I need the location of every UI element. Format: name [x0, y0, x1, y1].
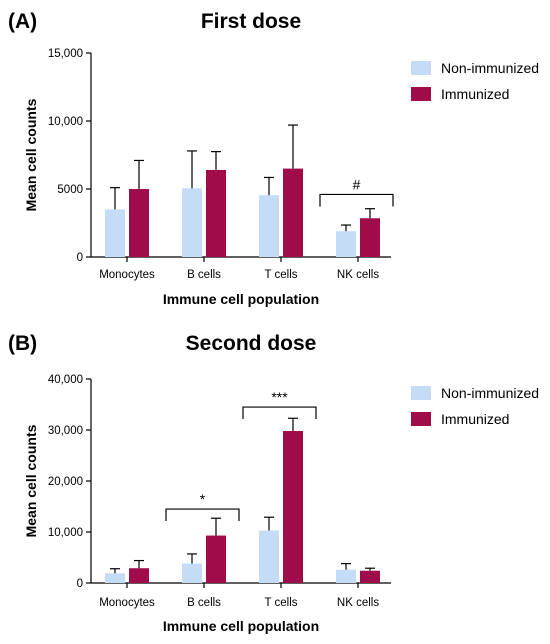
legend: Non-immunized Immunized	[411, 60, 539, 102]
legend-label: Non-immunized	[441, 60, 539, 76]
bar-non-immunized	[182, 188, 202, 257]
significance-label: *	[200, 491, 206, 507]
legend-label: Immunized	[441, 411, 509, 427]
bar-immunized	[206, 535, 226, 583]
y-tick-label: 0	[77, 578, 83, 590]
y-tick-label: 20,000	[48, 476, 83, 488]
y-tick-label: 5000	[57, 184, 83, 196]
y-tick-label: 0	[77, 252, 83, 264]
x-tick-label: NK cells	[337, 269, 379, 281]
x-tick-label: T cells	[264, 269, 297, 281]
bracket-line	[242, 406, 317, 420]
x-axis-title: Immune cell population	[163, 291, 319, 307]
chart-panel-b: (B) Second dose 0 10,000 20,000 30,000 40,000 M…	[8, 332, 539, 634]
y-tick-label: 30,000	[48, 425, 83, 437]
legend-swatch	[411, 386, 431, 400]
significance-bracket: *	[165, 491, 240, 522]
x-axis-title: Immune cell population	[163, 618, 319, 634]
x-tick-label: NK cells	[337, 597, 379, 609]
legend-swatch	[411, 412, 431, 426]
legend-swatch	[411, 61, 431, 75]
bar-immunized	[129, 189, 149, 257]
bar-immunized	[129, 568, 149, 583]
bar-non-immunized	[105, 573, 125, 583]
bar-non-immunized	[105, 209, 125, 257]
bar-non-immunized	[336, 231, 356, 257]
significance-label: ***	[271, 389, 288, 405]
bar-immunized	[283, 431, 303, 583]
bar-immunized	[360, 218, 380, 257]
legend-label: Immunized	[441, 86, 509, 102]
y-tick-label: 10,000	[48, 527, 83, 539]
significance-bracket: ***	[242, 389, 317, 420]
legend-swatch	[411, 87, 431, 101]
legend-label: Non-immunized	[441, 385, 539, 401]
significance-bracket: #	[319, 176, 394, 207]
panel-label: (B)	[8, 332, 37, 355]
x-tick-label: Monocytes	[99, 597, 155, 609]
y-tick-label: 15,000	[48, 48, 83, 60]
y-tick-label: 10,000	[48, 116, 83, 128]
chart-title: Second dose	[186, 332, 317, 355]
x-tick-label: B cells	[187, 269, 221, 281]
bar-non-immunized	[259, 195, 279, 257]
bracket-line	[165, 508, 240, 522]
bracket-line	[319, 193, 394, 207]
bar-immunized	[283, 168, 303, 257]
bar-immunized	[360, 570, 380, 583]
chart-panel-a: (A) First dose 0 5000 10,000 15,000 Monocytes B…	[8, 10, 539, 307]
chart-title: First dose	[201, 10, 301, 33]
legend: Non-immunized Immunized	[411, 385, 539, 427]
bar-immunized	[206, 169, 226, 257]
bar-non-immunized	[182, 563, 202, 583]
y-tick-label: 40,000	[48, 374, 83, 386]
y-axis-title: Mean cell counts	[23, 424, 39, 537]
x-tick-label: Monocytes	[99, 269, 155, 281]
y-axis-title: Mean cell counts	[23, 98, 39, 211]
panel-label: (A)	[8, 10, 37, 33]
bar-non-immunized	[336, 569, 356, 583]
significance-label: #	[353, 176, 361, 192]
x-tick-label: T cells	[264, 597, 297, 609]
x-tick-label: B cells	[187, 597, 221, 609]
bar-non-immunized	[259, 530, 279, 583]
